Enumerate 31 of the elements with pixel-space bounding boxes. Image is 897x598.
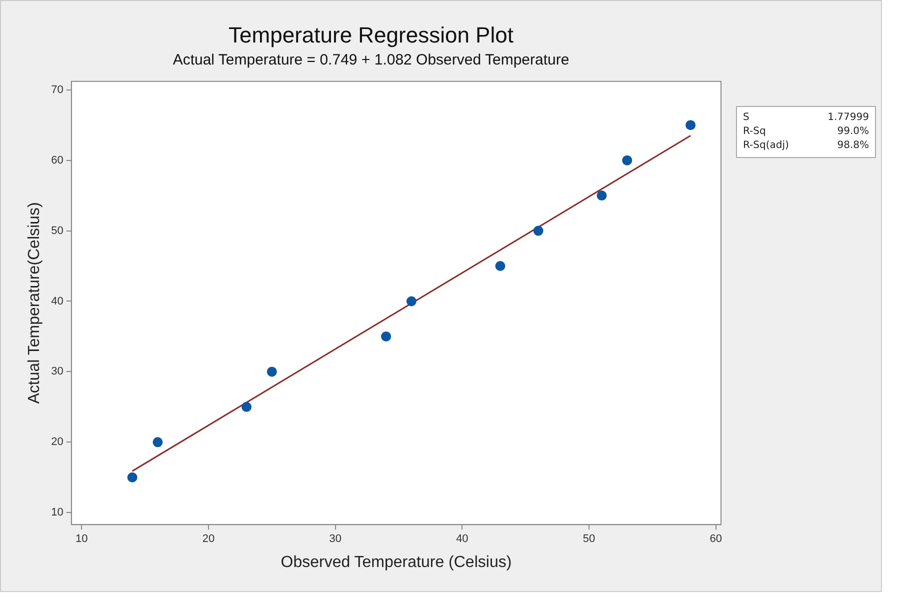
point bbox=[266, 366, 277, 377]
point bbox=[495, 261, 506, 272]
point bbox=[622, 155, 632, 166]
y-axis-title: Actual Temperature(Celsius) bbox=[26, 202, 44, 404]
point bbox=[127, 472, 138, 482]
point bbox=[596, 190, 607, 201]
x-tick-label: 30 bbox=[329, 533, 342, 546]
y-tick-label: 20 bbox=[51, 436, 64, 448]
x-tick-label: 50 bbox=[582, 533, 596, 546]
chart-subtitle: Actual Temperature = 0.749 + 1.082 Observed Temperature bbox=[172, 52, 570, 69]
x-tick-label: 20 bbox=[202, 533, 215, 546]
text: R-Sq 99.0% bbox=[743, 126, 869, 137]
y-tick-label: 40 bbox=[51, 295, 64, 308]
point bbox=[406, 296, 416, 306]
y-tick-label: 30 bbox=[51, 366, 64, 378]
text: S 1.77999 bbox=[743, 112, 869, 123]
y-tick-label: 50 bbox=[51, 224, 64, 237]
x-tick-label: 10 bbox=[75, 533, 88, 546]
point bbox=[686, 120, 696, 130]
text: R-Sq(adj) 98.8% bbox=[743, 140, 869, 151]
chart-title: Temperature Regression Plot bbox=[228, 22, 514, 48]
point bbox=[242, 402, 252, 412]
y-tick-label: 10 bbox=[51, 506, 64, 519]
x-tick-label: 40 bbox=[456, 533, 468, 546]
x-axis-title: Observed Temperature (Celsius) bbox=[280, 554, 512, 571]
y-tick-label: 70 bbox=[51, 84, 64, 96]
y-tick-label: 60 bbox=[51, 154, 64, 166]
point bbox=[381, 331, 392, 342]
point bbox=[152, 437, 163, 448]
x-tick-label: 60 bbox=[710, 533, 722, 546]
point bbox=[533, 226, 544, 236]
